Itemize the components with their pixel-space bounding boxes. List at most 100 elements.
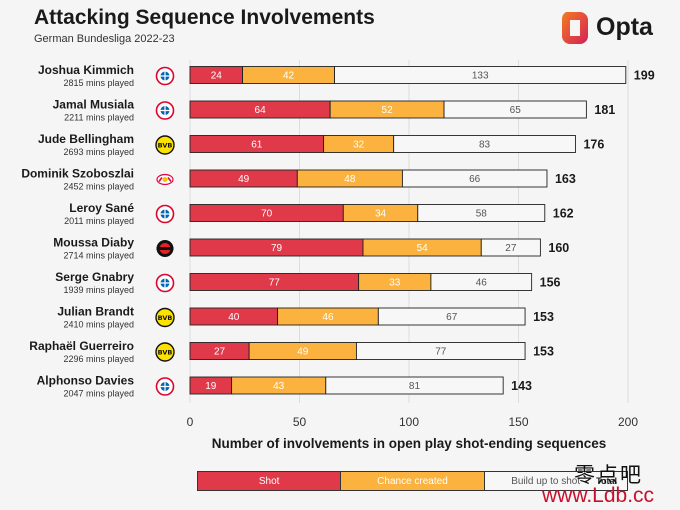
player-name: Dominik Szoboszlai: [21, 167, 134, 181]
bar-value-label: 27: [214, 347, 226, 358]
bar-value-label: 79: [271, 243, 283, 254]
bar-segment-build-up-to-shot: [480, 238, 541, 257]
player-minutes: 2211 mins played: [64, 113, 134, 123]
player-minutes: 1939 mins played: [63, 285, 134, 295]
bayern-crest-pattern: [160, 209, 170, 219]
player-name: Jamal Musiala: [53, 98, 135, 112]
opta-logo: Opta: [560, 8, 670, 48]
bar-value-label: 77: [435, 347, 447, 358]
x-tick-label: 50: [293, 415, 307, 429]
bar-total-label: 163: [555, 172, 576, 186]
legend-total-label: Total: [596, 476, 617, 486]
chart-subtitle: German Bundesliga 2022-23: [34, 33, 175, 45]
bar-value-label: 58: [476, 209, 488, 220]
bar-value-label: 52: [382, 105, 394, 116]
player-name: Jude Bellingham: [38, 132, 134, 146]
bvb-crest-text: BVB: [158, 349, 173, 357]
bar-value-label: 133: [472, 71, 489, 82]
player-name: Joshua Kimmich: [38, 63, 134, 77]
x-tick-label: 150: [508, 415, 528, 429]
bayern-crest-pattern: [160, 382, 170, 391]
bar-value-label: 54: [417, 243, 429, 254]
player-name: Serge Gnabry: [55, 270, 134, 284]
player-name: Moussa Diaby: [53, 236, 134, 250]
player-minutes: 2047 mins played: [63, 389, 134, 399]
bar-value-label: 40: [228, 312, 240, 323]
watermark-url: www.Ldb.cc: [542, 484, 655, 507]
bayern-crest-pattern: [160, 106, 170, 115]
bar-value-label: 33: [389, 278, 401, 289]
leverkusen-crest-bar: [156, 247, 174, 250]
player-minutes: 2296 mins played: [63, 354, 134, 364]
bayern-crest-pattern: [160, 278, 170, 288]
bar-value-label: 83: [479, 140, 491, 151]
bar-segment-build-up-to-shot: [443, 100, 587, 119]
bar-value-label: 32: [353, 140, 365, 151]
bar-value-label: 61: [251, 140, 263, 151]
player-minutes: 2714 mins played: [63, 251, 134, 261]
bar-total-label: 162: [553, 207, 574, 221]
player-minutes: 2011 mins played: [64, 216, 134, 226]
player-minutes: 2815 mins played: [63, 78, 134, 88]
legend-item-build-up-to-shot: Build up to shot Total: [484, 472, 627, 490]
bvb-crest-text: BVB: [158, 314, 173, 322]
bar-total-label: 181: [594, 103, 615, 117]
opta-icon: [561, 12, 588, 44]
x-axis-label: Number of involvements in open play shot…: [211, 436, 607, 451]
bar-segment-build-up-to-shot: [401, 169, 548, 188]
bvb-crest-icon: [155, 342, 175, 362]
bar-value-label: 42: [283, 71, 295, 82]
leipzig-crest-bulls: [158, 177, 172, 182]
legend-item-chance-created: Chance created: [341, 472, 485, 490]
bar-value-label: 49: [297, 347, 309, 358]
bar-total-label: 176: [583, 138, 604, 152]
bar-value-label: 46: [322, 312, 334, 323]
bar-total-label: 143: [511, 379, 532, 393]
bar-total-label: 156: [540, 276, 561, 290]
bar-value-label: 70: [261, 209, 273, 220]
bar-value-label: 24: [211, 71, 223, 82]
bayern-crest-pattern: [160, 71, 170, 81]
leipzig-crest-ball: [162, 177, 168, 182]
bvb-crest-text: BVB: [158, 142, 173, 150]
bar-total-label: 153: [533, 310, 554, 324]
watermark-chinese: 零点吧: [574, 463, 643, 487]
bar-total-label: 199: [634, 69, 655, 83]
bar-total-label: 153: [533, 345, 554, 359]
bar-segment-build-up-to-shot: [355, 342, 526, 360]
bar-total-label: 160: [548, 241, 569, 255]
bar-value-label: 46: [476, 278, 488, 289]
bar-segment-build-up-to-shot: [334, 66, 627, 84]
legend-label: Build up to shot: [511, 475, 581, 487]
bvb-crest-icon: [155, 307, 175, 328]
bar-value-label: 66: [469, 174, 481, 185]
bar-value-label: 67: [446, 312, 458, 323]
bar-value-label: 49: [238, 174, 250, 185]
bar-segment-build-up-to-shot: [377, 307, 526, 326]
bar-value-label: 64: [255, 105, 267, 116]
player-minutes: 2410 mins played: [63, 320, 134, 330]
bar-segment-build-up-to-shot: [417, 204, 546, 222]
player-name: Raphaël Guerreiro: [29, 339, 134, 353]
x-tick-label: 200: [618, 415, 638, 429]
bar-value-label: 19: [205, 381, 217, 392]
player-minutes: 2452 mins played: [63, 182, 134, 192]
bar-segment-build-up-to-shot: [393, 135, 576, 153]
bar-value-label: 34: [375, 209, 387, 220]
bvb-crest-icon: [155, 135, 175, 155]
bar-segment-build-up-to-shot: [430, 273, 533, 291]
x-tick-label: 100: [399, 415, 419, 429]
bar-value-label: 48: [344, 174, 356, 185]
player-name: Julian Brandt: [57, 305, 134, 319]
bar-value-label: 77: [269, 278, 281, 289]
x-tick-label: 0: [187, 415, 194, 429]
bar-segment-build-up-to-shot: [325, 376, 504, 395]
chart-title: Attacking Sequence Involvements: [34, 6, 375, 29]
legend-label: Chance created: [377, 475, 448, 487]
player-name: Alphonso Davies: [37, 374, 135, 388]
legend: Shot Chance created Build up to shot Total: [197, 471, 628, 491]
legend-label: Shot: [258, 475, 280, 487]
player-minutes: 2693 mins played: [63, 147, 134, 157]
bar-value-label: 65: [510, 105, 522, 116]
